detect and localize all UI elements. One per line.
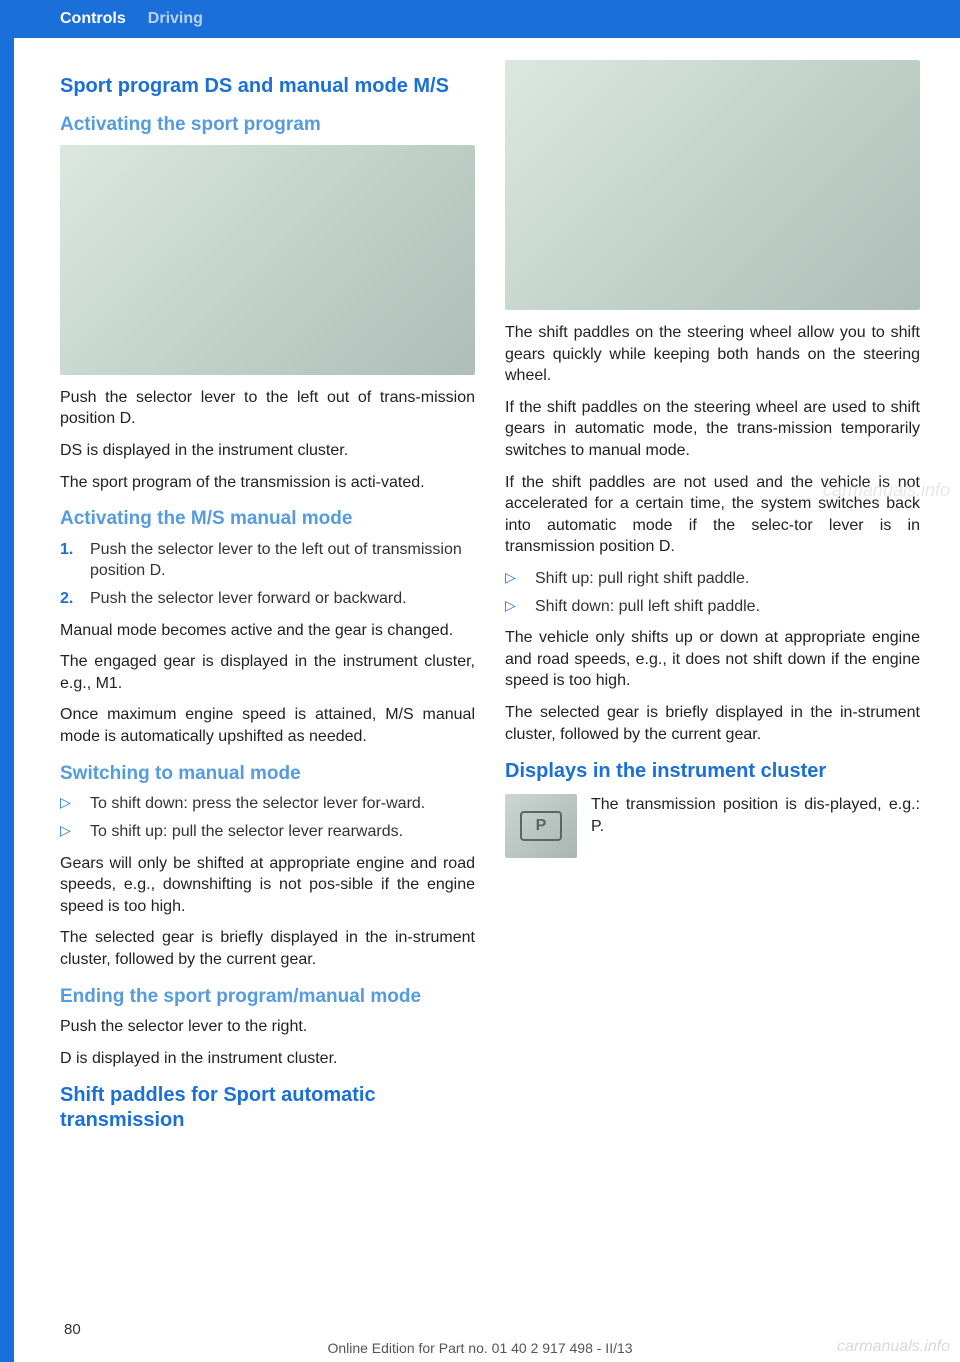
body-text: The shift paddles on the steering wheel … — [505, 322, 920, 387]
ordered-list: 1. Push the selector lever to the left o… — [60, 539, 475, 610]
bullet-icon: ▷ — [60, 821, 78, 843]
header-tab-controls: Controls — [60, 10, 126, 28]
side-blue-bar — [0, 0, 14, 1362]
body-text: DS is displayed in the instrument cluste… — [60, 440, 475, 462]
heading-activating-sport: Activating the sport program — [60, 113, 475, 137]
header-tab-driving: Driving — [148, 10, 203, 28]
list-text: Shift up: pull right shift paddle. — [535, 568, 749, 590]
body-text: Once maximum engine speed is attained, M… — [60, 704, 475, 747]
list-number-1: 1. — [60, 539, 78, 582]
heading-displays-cluster: Displays in the instrument cluster — [505, 759, 920, 784]
transmission-position-icon: P — [505, 794, 577, 858]
watermark-text: carmanuals.info — [823, 480, 950, 501]
list-text: To shift down: press the selector lever … — [90, 793, 425, 815]
heading-shift-paddles: Shift paddles for Sport automatic transm… — [60, 1083, 475, 1133]
icon-text-block: P The transmission position is dis‐playe… — [505, 794, 920, 858]
list-item: 2. Push the selector lever forward or ba… — [60, 588, 475, 610]
body-text: The engaged gear is displayed in the ins… — [60, 651, 475, 694]
body-text: Gears will only be shifted at appropriat… — [60, 853, 475, 918]
heading-switching-manual: Switching to manual mode — [60, 762, 475, 786]
body-text: If the shift paddles on the steering whe… — [505, 397, 920, 462]
figure-selector-lever — [60, 145, 475, 375]
body-text: The vehicle only shifts up or down at ap… — [505, 627, 920, 692]
page-number: 80 — [64, 1321, 81, 1338]
list-item: ▷ To shift up: pull the selector lever r… — [60, 821, 475, 843]
body-text: The transmission position is dis‐played,… — [591, 794, 920, 858]
list-item: 1. Push the selector lever to the left o… — [60, 539, 475, 582]
figure-shift-paddles — [505, 60, 920, 310]
unordered-list: ▷ Shift up: pull right shift paddle. ▷ S… — [505, 568, 920, 617]
p-indicator-icon: P — [520, 811, 562, 841]
unordered-list: ▷ To shift down: press the selector leve… — [60, 793, 475, 842]
body-text: Push the selector lever to the right. — [60, 1016, 475, 1038]
body-text: The sport program of the transmission is… — [60, 472, 475, 494]
body-text: D is displayed in the instrument cluster… — [60, 1048, 475, 1070]
list-text: Push the selector lever to the left out … — [90, 539, 475, 582]
bullet-icon: ▷ — [505, 596, 523, 618]
body-text: Manual mode becomes active and the gear … — [60, 620, 475, 642]
bullet-icon: ▷ — [60, 793, 78, 815]
watermark-text: carmanuals.info — [837, 1338, 950, 1356]
page-content: Sport program DS and manual mode M/S Act… — [60, 60, 920, 1292]
list-item: ▷ Shift up: pull right shift paddle. — [505, 568, 920, 590]
body-text: The selected gear is briefly displayed i… — [505, 702, 920, 745]
list-item: ▷ To shift down: press the selector leve… — [60, 793, 475, 815]
heading-sport-program: Sport program DS and manual mode M/S — [60, 74, 475, 99]
header: Controls Driving — [0, 0, 203, 38]
footer-text: Online Edition for Part no. 01 40 2 917 … — [0, 1340, 960, 1356]
bullet-icon: ▷ — [505, 568, 523, 590]
list-text: Shift down: pull left shift paddle. — [535, 596, 760, 618]
heading-ending-sport: Ending the sport program/manual mode — [60, 985, 475, 1009]
body-text: The selected gear is briefly displayed i… — [60, 927, 475, 970]
list-number-2: 2. — [60, 588, 78, 610]
list-text: Push the selector lever forward or backw… — [90, 588, 407, 610]
body-text: Push the selector lever to the left out … — [60, 387, 475, 430]
list-item: ▷ Shift down: pull left shift paddle. — [505, 596, 920, 618]
list-text: To shift up: pull the selector lever rea… — [90, 821, 403, 843]
heading-activating-ms: Activating the M/S manual mode — [60, 507, 475, 531]
footer: 80 Online Edition for Part no. 01 40 2 9… — [0, 1312, 960, 1362]
